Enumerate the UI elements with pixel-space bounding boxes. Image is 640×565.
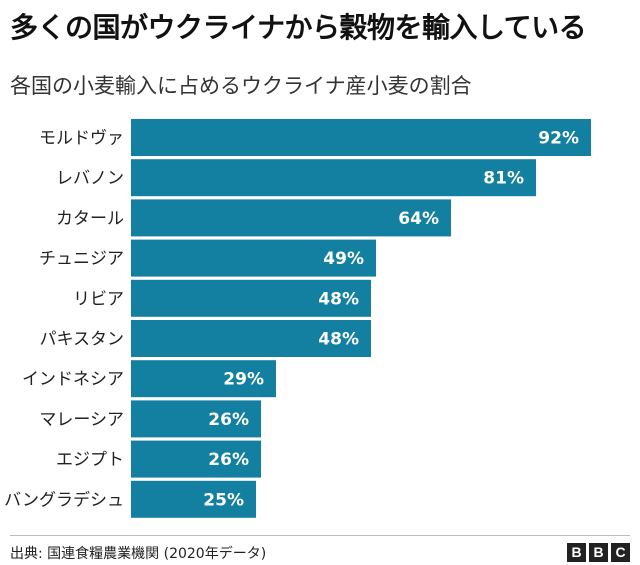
category-label-5: リビア	[73, 289, 124, 309]
bar-9	[131, 440, 261, 478]
category-label-7: インドネシア	[22, 370, 124, 390]
value-label-1: 92%	[538, 129, 579, 149]
chart-title: 多くの国がウクライナから穀物を輸入している	[10, 11, 587, 44]
bbc-logo: B B C	[567, 543, 630, 562]
bar-2	[131, 159, 536, 197]
category-label-6: パキスタン	[40, 330, 125, 350]
category-label-9: エジプト	[56, 450, 124, 470]
bar-3	[131, 199, 451, 237]
value-label-6: 48%	[318, 330, 359, 350]
value-label-2: 81%	[483, 169, 524, 189]
footer-divider	[10, 535, 630, 536]
chart-subtitle: 各国の小麦輸入に占めるウクライナ産小麦の割合	[10, 74, 472, 98]
category-label-8: マレーシア	[39, 410, 124, 430]
value-label-3: 64%	[398, 209, 439, 229]
bar-8	[131, 400, 261, 438]
value-label-10: 25%	[203, 490, 244, 510]
bar-10	[131, 480, 256, 518]
logo-letter-c: C	[611, 543, 630, 562]
logo-letter-b1: B	[567, 543, 586, 562]
value-label-7: 29%	[223, 370, 264, 390]
value-label-9: 26%	[208, 450, 249, 470]
bar-7	[131, 360, 276, 398]
bar-5	[131, 279, 371, 317]
value-label-8: 26%	[208, 410, 249, 430]
bar-4	[131, 239, 376, 277]
value-label-5: 48%	[318, 289, 359, 309]
source-note: 出典: 国連食糧農業機関 (2020年データ)	[10, 546, 267, 562]
bar-6	[131, 320, 371, 357]
category-label-2: レバノン	[56, 169, 124, 189]
category-label-3: カタール	[56, 209, 124, 229]
value-label-4: 49%	[323, 249, 364, 269]
category-label-1: モルドヴァ	[39, 129, 124, 149]
logo-letter-b2: B	[589, 543, 608, 562]
category-label-4: チュニジア	[39, 249, 124, 269]
category-label-10: バングラデシュ	[4, 489, 124, 510]
bar-1	[131, 119, 591, 156]
